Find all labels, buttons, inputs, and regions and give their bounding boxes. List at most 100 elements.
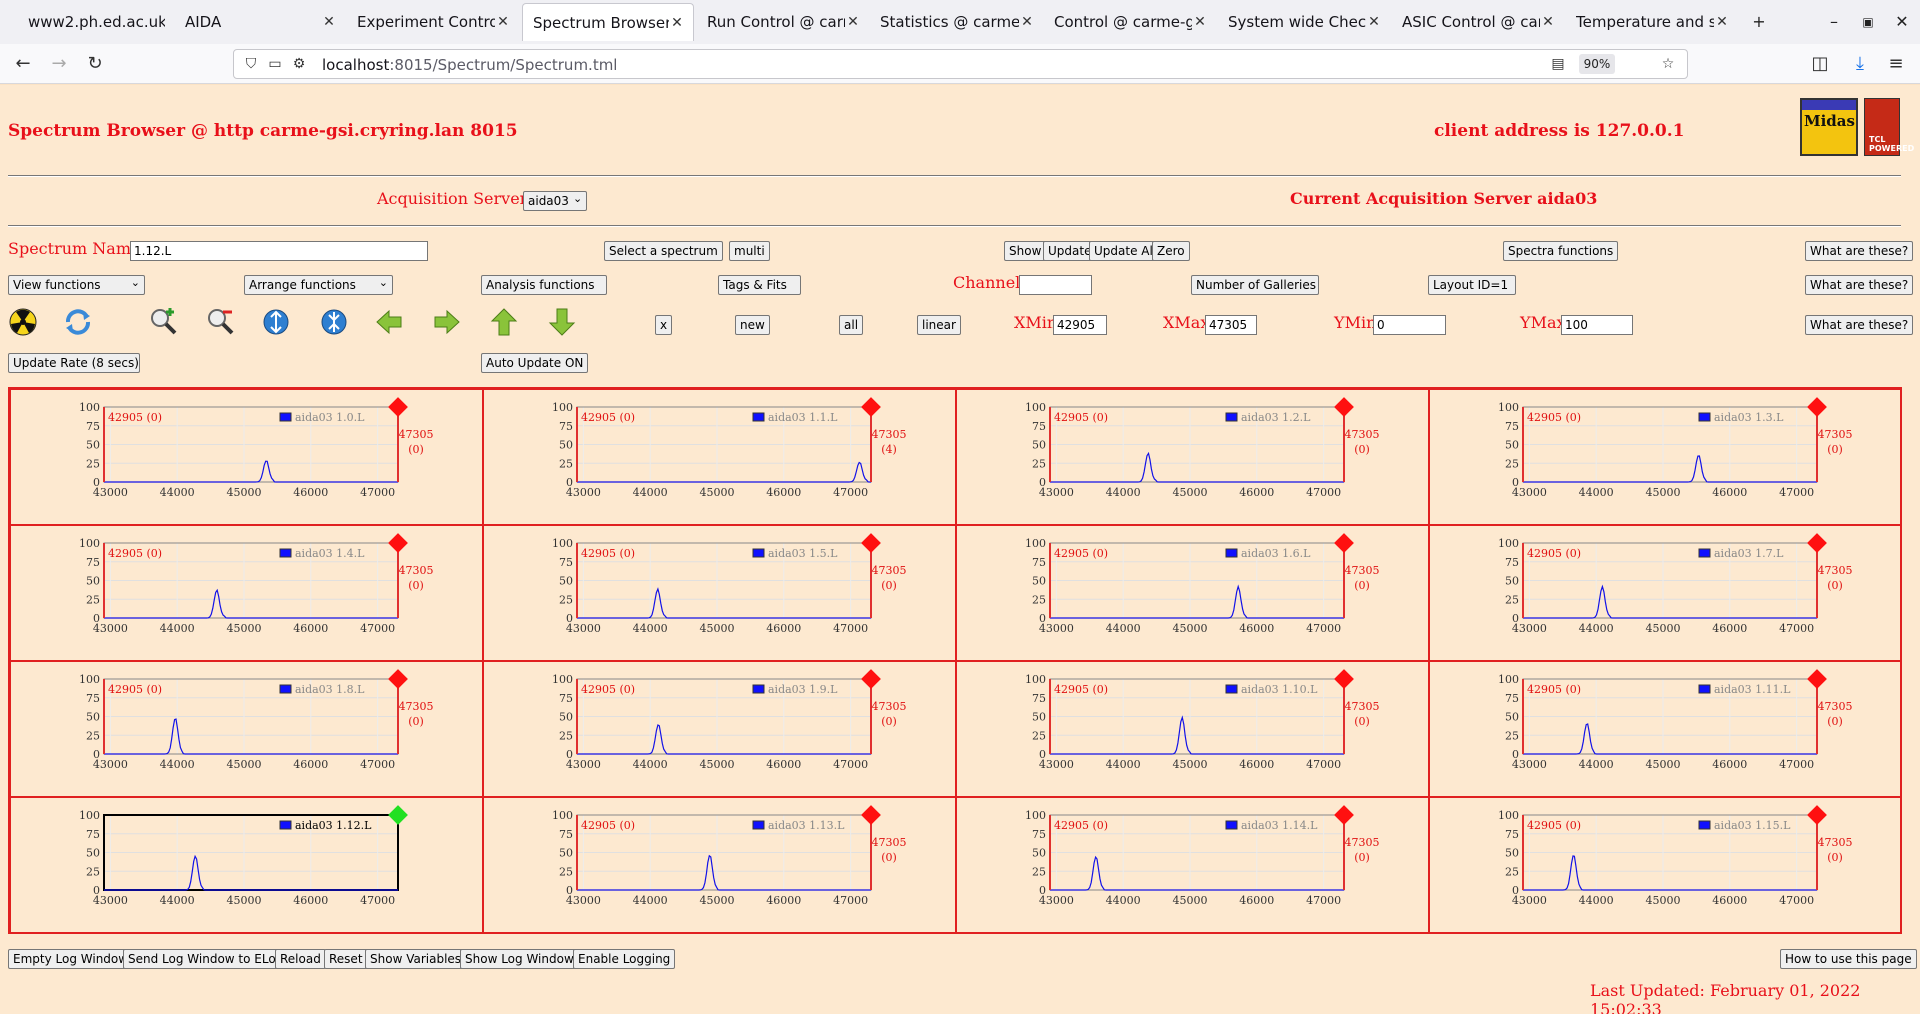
right-arrow-icon[interactable]	[432, 307, 462, 337]
spectrum-panel[interactable]: 0 25 50 75 100 43000 44000 45000 46000 47000 42905…	[956, 525, 1429, 661]
url-text[interactable]: localhost:8015/Spectrum/Spectrum.tml	[322, 56, 617, 74]
arrange-functions-dropdown[interactable]: Arrange functions	[244, 275, 393, 295]
spectrum-chart[interactable]: 0 25 50 75 100 43000 44000 45000 46000 47000 42905…	[484, 662, 957, 798]
spectrum-chart[interactable]: 0 25 50 75 100 43000 44000 45000 46000 47000 42905…	[1430, 798, 1903, 934]
spectrum-chart[interactable]: 0 25 50 75 100 43000 44000 45000 46000 47000 42905…	[11, 662, 484, 798]
spectrum-chart[interactable]: 0 25 50 75 100 43000 44000 45000 46000 47000 42905…	[1430, 390, 1903, 526]
close-icon[interactable]: ✕	[671, 14, 683, 31]
zoom-level[interactable]: 90%	[1579, 54, 1615, 74]
down-arrow-icon[interactable]	[547, 307, 577, 337]
minimize-icon[interactable]: –	[1830, 12, 1838, 31]
show-log-button[interactable]: Show Log Window	[460, 949, 579, 969]
spectrum-panel[interactable]: 0 25 50 75 100 43000 44000 45000 46000 47000 42905…	[1429, 661, 1902, 797]
pocket-icon[interactable]: ◫	[1811, 53, 1829, 74]
update-all-button[interactable]: Update All	[1089, 241, 1162, 261]
spectrum-chart[interactable]: 0 25 50 75 100 43000 44000 45000 46000 47000 42905…	[957, 526, 1430, 662]
channel-input[interactable]	[1019, 275, 1092, 295]
marker-diamond[interactable]	[388, 397, 408, 417]
menu-icon[interactable]: ≡	[1888, 53, 1904, 74]
marker-diamond[interactable]	[861, 397, 881, 417]
tab-run-control[interactable]: Run Control @ carme✕	[697, 0, 869, 44]
zoom-out-icon[interactable]	[205, 307, 235, 337]
url-bar[interactable]: ⛉ ▭ ⚙ localhost:8015/Spectrum/Spectrum.t…	[233, 49, 1688, 79]
maximize-icon[interactable]: ▣	[1862, 15, 1874, 29]
tab-spectrum-browser[interactable]: Spectrum Browser @✕	[522, 3, 694, 41]
show-button[interactable]: Show	[1004, 241, 1047, 261]
tab-system-wide-checks[interactable]: System wide Checks✕	[1218, 0, 1390, 44]
spectrum-chart[interactable]: 0 25 50 75 100 43000 44000 45000 46000 47000 42905…	[484, 390, 957, 526]
expand-y-icon[interactable]	[261, 307, 291, 337]
close-icon[interactable]: ✕	[323, 14, 335, 30]
what-are-these-button[interactable]: What are these?	[1805, 315, 1914, 335]
spectrum-chart[interactable]: 0 25 50 75 100 43000 44000 45000 46000 47000 42905…	[1430, 662, 1903, 798]
layout-id-dropdown[interactable]: Layout ID=1	[1428, 275, 1516, 295]
tags-fits-dropdown[interactable]: Tags & Fits	[718, 275, 801, 295]
spectrum-panel[interactable]: 0 25 50 75 100 43000 44000 45000 46000 47000 42905…	[956, 797, 1429, 933]
reader-view-icon[interactable]: ▤	[1551, 56, 1565, 72]
ymin-input[interactable]	[1373, 315, 1446, 335]
close-icon[interactable]: ✕	[1368, 14, 1380, 30]
spectrum-name-input[interactable]	[130, 241, 428, 261]
zero-button[interactable]: Zero	[1152, 241, 1190, 261]
acquisition-server-select[interactable]: aida03	[523, 191, 588, 211]
marker-diamond[interactable]	[861, 805, 881, 825]
tab-statistics[interactable]: Statistics @ carme-g✕	[870, 0, 1043, 44]
tab-www2[interactable]: www2.ph.ed.ac.uk	[18, 0, 173, 44]
all-button[interactable]: all	[839, 315, 864, 335]
radiation-icon[interactable]	[8, 307, 38, 337]
spectrum-chart[interactable]: 0 25 50 75 100 43000 44000 45000 46000 47000 42905…	[484, 798, 957, 934]
spectrum-chart[interactable]: 0 25 50 75 100 43000 44000 45000 46000 47000 42905…	[957, 798, 1430, 934]
what-are-these-button[interactable]: What are these?	[1805, 275, 1914, 295]
marker-diamond[interactable]	[388, 669, 408, 689]
update-rate-dropdown[interactable]: Update Rate (8 secs)	[8, 353, 140, 373]
refresh-icon[interactable]	[63, 307, 93, 337]
marker-diamond[interactable]	[1334, 397, 1354, 417]
spectrum-chart[interactable]: 0 25 50 75 100 43000 44000 45000 46000 47000 42905…	[484, 526, 957, 662]
spectrum-panel[interactable]: 0 25 50 75 100 43000 44000 45000 46000 47000 42905…	[956, 661, 1429, 797]
marker-diamond[interactable]	[861, 533, 881, 553]
page-icon[interactable]: ▭	[268, 56, 282, 72]
forward-icon[interactable]: →	[51, 53, 67, 74]
reload-icon[interactable]: ↻	[87, 53, 103, 74]
select-spectrum-dropdown[interactable]: Select a spectrum	[604, 241, 723, 261]
spectrum-panel[interactable]: 0 25 50 75 100 43000 44000 45000 46000 47000 42905…	[483, 797, 956, 933]
marker-diamond[interactable]	[1807, 533, 1827, 553]
spectrum-panel[interactable]: 0 25 50 75 100 43000 44000 45000 46000 47000 42905…	[483, 389, 956, 525]
marker-diamond[interactable]	[388, 805, 408, 825]
what-are-these-button[interactable]: What are these?	[1805, 241, 1914, 261]
enable-logging-button[interactable]: Enable Logging	[573, 949, 676, 969]
spectrum-panel[interactable]: 0 25 50 75 100 43000 44000 45000 46000 47000 aida0…	[10, 797, 483, 933]
close-icon[interactable]: ✕	[1021, 14, 1033, 30]
tab-control[interactable]: Control @ carme-gsi ✕	[1044, 0, 1216, 44]
new-tab-icon[interactable]: +	[1752, 12, 1766, 31]
marker-diamond[interactable]	[1807, 669, 1827, 689]
spectrum-panel[interactable]: 0 25 50 75 100 43000 44000 45000 46000 47000 42905…	[956, 389, 1429, 525]
tab-asic-control[interactable]: ASIC Control @ carm✕	[1392, 0, 1564, 44]
show-variables-button[interactable]: Show Variables	[365, 949, 467, 969]
spectrum-panel[interactable]: 0 25 50 75 100 43000 44000 45000 46000 47000 42905…	[10, 661, 483, 797]
tab-temperature[interactable]: Temperature and stat✕	[1566, 0, 1738, 44]
left-arrow-icon[interactable]	[374, 307, 404, 337]
tab-experiment-control[interactable]: Experiment Control @✕	[347, 0, 519, 44]
downloads-icon[interactable]: ⤓	[1856, 53, 1864, 74]
permissions-icon[interactable]: ⚙	[292, 56, 306, 72]
close-icon[interactable]: ✕	[1194, 14, 1206, 30]
compress-y-icon[interactable]	[319, 307, 349, 337]
reset-button[interactable]: Reset	[324, 949, 368, 969]
analysis-functions-dropdown[interactable]: Analysis functions	[481, 275, 607, 295]
spectrum-chart[interactable]: 0 25 50 75 100 43000 44000 45000 46000 47000 42905…	[11, 390, 484, 526]
bookmark-star-icon[interactable]: ☆	[1661, 56, 1675, 72]
spectrum-panel[interactable]: 0 25 50 75 100 43000 44000 45000 46000 47000 42905…	[483, 661, 956, 797]
new-button[interactable]: new	[735, 315, 770, 335]
spectrum-panel[interactable]: 0 25 50 75 100 43000 44000 45000 46000 47000 42905…	[1429, 797, 1902, 933]
x-button[interactable]: x	[655, 315, 673, 335]
marker-diamond[interactable]	[1807, 805, 1827, 825]
marker-diamond[interactable]	[1807, 397, 1827, 417]
marker-diamond[interactable]	[388, 533, 408, 553]
close-icon[interactable]: ✕	[497, 14, 509, 30]
close-window-icon[interactable]: ✕	[1895, 12, 1909, 31]
spectrum-panel[interactable]: 0 25 50 75 100 43000 44000 45000 46000 47000 42905…	[483, 525, 956, 661]
auto-update-button[interactable]: Auto Update ON	[481, 353, 589, 373]
update-button[interactable]: Update	[1043, 241, 1097, 261]
send-log-elog-button[interactable]: Send Log Window to ELog	[123, 949, 289, 969]
